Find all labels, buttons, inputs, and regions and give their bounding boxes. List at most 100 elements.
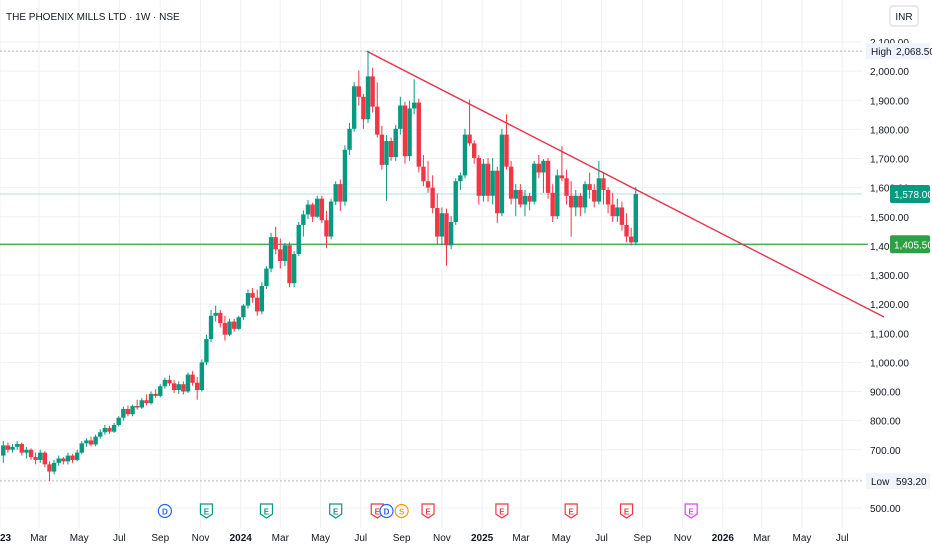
candle <box>74 449 80 462</box>
candle <box>504 114 509 170</box>
candle <box>550 184 555 222</box>
candle <box>70 454 75 463</box>
candle <box>111 422 117 433</box>
candle-body <box>250 293 255 298</box>
candle-body <box>375 106 380 135</box>
x-tick-label: Mar <box>512 533 530 544</box>
currency-label: INR <box>895 12 912 23</box>
candle <box>370 67 375 113</box>
candle-body <box>74 452 80 460</box>
candle-body <box>158 386 163 396</box>
candle <box>282 242 288 267</box>
candle <box>65 452 71 465</box>
y-tick-label: 1,600.00 <box>870 184 909 195</box>
event-badge <box>619 503 634 519</box>
candle <box>342 145 348 206</box>
candle-body <box>144 400 149 404</box>
candle-body <box>388 141 394 158</box>
candle-body <box>28 449 34 458</box>
currency-button[interactable]: INR <box>889 5 919 27</box>
candle <box>518 184 523 208</box>
candle-body <box>407 108 412 157</box>
event-marker[interactable]: E <box>564 503 578 519</box>
candle-body <box>398 105 403 129</box>
candle-body <box>495 170 500 214</box>
candle-body <box>592 189 597 202</box>
candle-body <box>384 141 389 165</box>
high-marker-value: 2,068.50 <box>896 47 932 58</box>
resistance-trendline[interactable] <box>366 50 885 318</box>
candle <box>19 442 24 456</box>
x-tick-label: May <box>793 533 812 544</box>
candle <box>176 381 181 394</box>
event-letter: S <box>399 508 405 517</box>
event-marker[interactable]: D <box>379 503 394 519</box>
candle-body <box>70 455 75 460</box>
candle-body <box>476 157 482 196</box>
candle-body <box>287 245 292 284</box>
candle <box>324 210 329 249</box>
candle <box>38 449 43 463</box>
candle-body <box>532 163 537 202</box>
candle <box>24 446 29 459</box>
candle <box>444 208 449 266</box>
candle-body <box>448 221 454 246</box>
candle <box>181 381 186 395</box>
event-marker[interactable]: E <box>684 503 698 519</box>
x-tick-label: Nov <box>192 533 210 544</box>
candle-body <box>111 424 117 432</box>
event-letter: E <box>425 508 431 517</box>
candle <box>356 70 361 106</box>
event-marker[interactable]: E <box>329 503 343 519</box>
candle-body <box>624 224 629 237</box>
x-tick-label: May <box>311 533 330 544</box>
event-marker[interactable]: E <box>199 503 214 519</box>
candle-body <box>601 178 606 190</box>
event-marker[interactable]: E <box>421 503 435 519</box>
candle-body <box>513 189 518 199</box>
candle <box>499 128 505 217</box>
candle <box>435 193 440 245</box>
candle-body <box>444 213 449 246</box>
candle <box>541 159 546 193</box>
candle <box>536 155 542 179</box>
candle-body <box>171 383 177 391</box>
candle <box>88 436 94 447</box>
event-marker[interactable]: E <box>495 503 509 519</box>
candle-body <box>107 427 112 432</box>
candle <box>462 128 468 179</box>
grid <box>0 0 862 528</box>
candle <box>333 181 338 206</box>
candle-body <box>185 374 191 392</box>
candle-body <box>98 432 103 437</box>
event-badge <box>199 503 214 519</box>
candle-body <box>222 323 228 335</box>
event-marker[interactable]: E <box>619 503 634 519</box>
candle-body <box>347 128 352 150</box>
candle <box>545 157 551 199</box>
y-tick-label: 1,800.00 <box>870 125 909 136</box>
candle-body <box>504 134 509 167</box>
event-marker[interactable]: S <box>394 503 409 519</box>
candle-body <box>338 184 343 202</box>
candle <box>259 282 265 315</box>
candle-body <box>370 76 375 107</box>
candle <box>79 441 84 455</box>
candle-body <box>38 452 43 460</box>
low-marker-label: Low <box>871 477 890 488</box>
candle-body <box>458 175 463 182</box>
x-tick-label: 2024 <box>230 533 253 544</box>
candle <box>601 172 606 205</box>
candle <box>208 309 214 342</box>
event-marker[interactable]: D <box>157 503 172 519</box>
event-marker[interactable]: E <box>370 503 384 519</box>
candle-body <box>134 406 140 408</box>
candle-body <box>56 458 61 463</box>
candle <box>402 101 408 164</box>
candle-body <box>33 457 38 460</box>
candle <box>628 227 634 246</box>
candle-body <box>291 254 297 284</box>
event-marker[interactable]: E <box>259 503 274 519</box>
candle <box>315 195 320 218</box>
